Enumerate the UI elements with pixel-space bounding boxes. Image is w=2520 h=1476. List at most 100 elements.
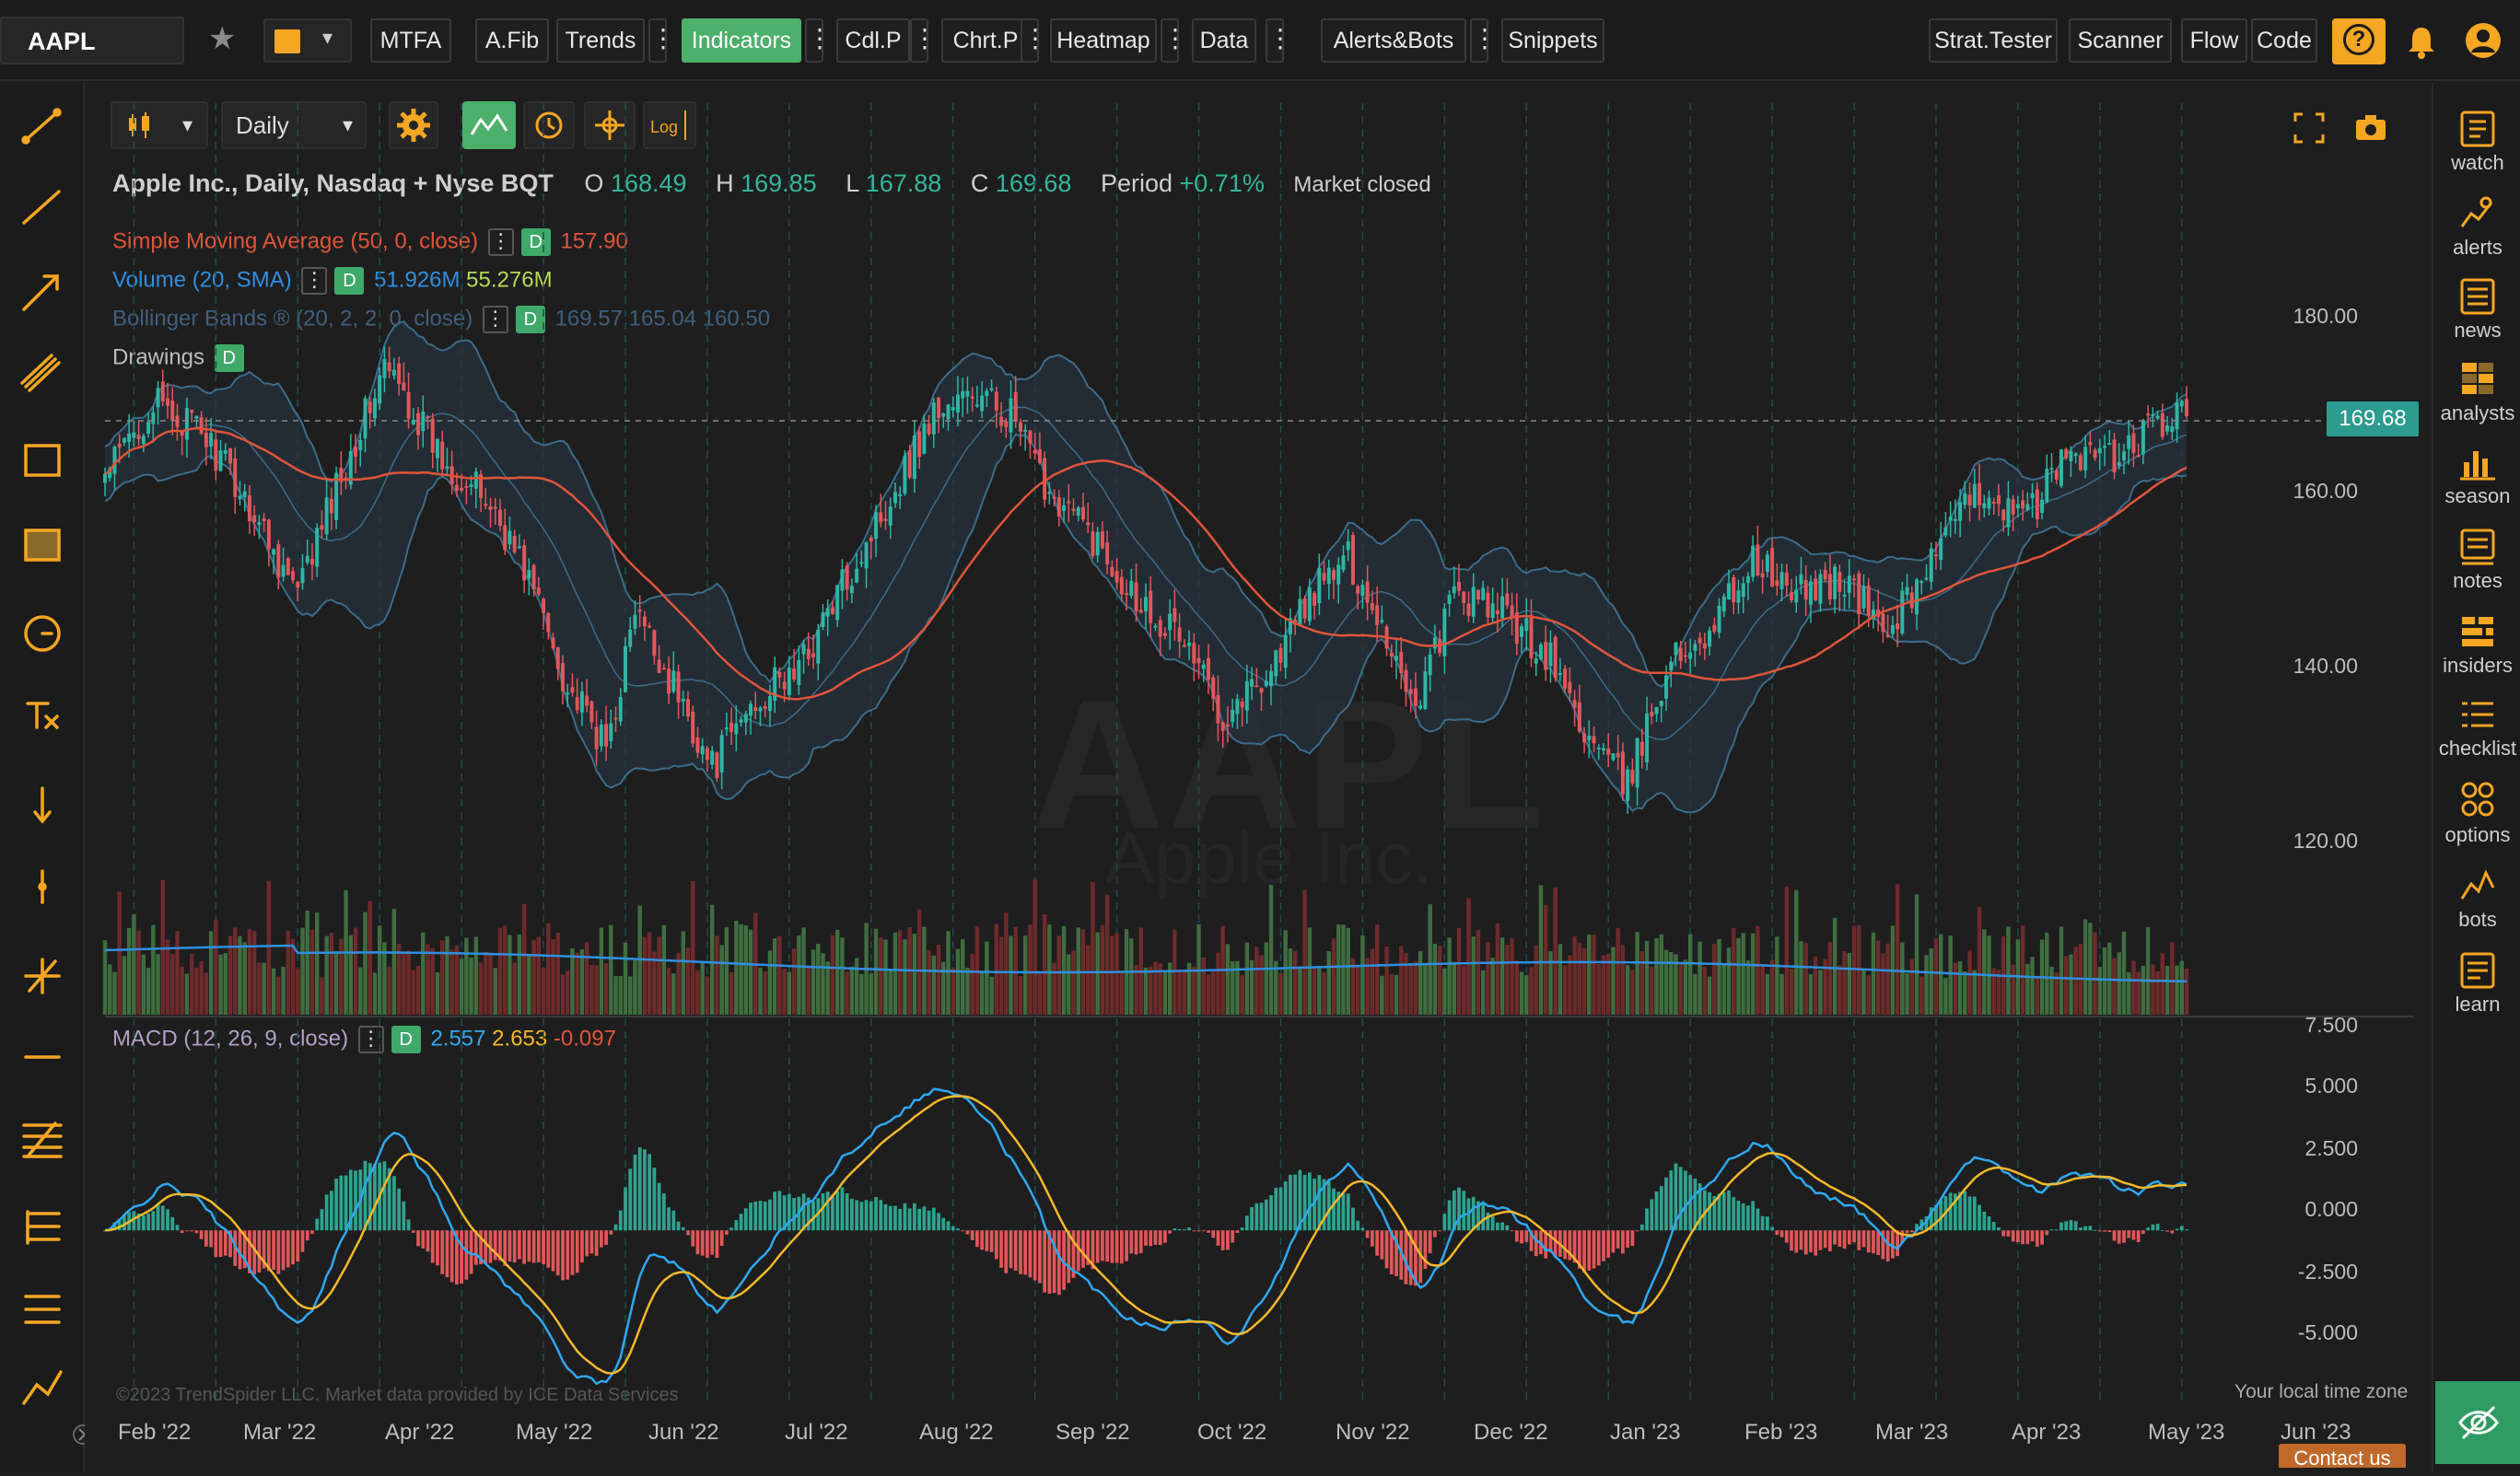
time-button[interactable] <box>523 101 575 149</box>
text-clear-icon[interactable] <box>26 702 59 729</box>
candle-body <box>1794 589 1799 603</box>
volume-badge[interactable]: D <box>334 267 365 295</box>
crosshair-icon[interactable] <box>24 958 61 994</box>
sma-menu-button[interactable]: ⋮ <box>487 228 514 256</box>
crosshair-button[interactable] <box>584 101 636 149</box>
drawings-badge[interactable]: D <box>214 344 244 372</box>
bots-widget[interactable]: bots <box>2433 867 2520 932</box>
bollinger-menu-button[interactable]: ⋮ <box>482 306 508 333</box>
visibility-toggle[interactable] <box>2435 1381 2520 1464</box>
candle-body <box>1466 603 1471 616</box>
color-picker[interactable]: ▾ <box>263 18 352 63</box>
season-widget[interactable]: season <box>2433 444 2520 508</box>
chart-area[interactable]: ▾ Daily ▾ Log Apple Inc., Daily, Nasdaq … <box>92 88 2426 1468</box>
options-widget[interactable]: options <box>2433 779 2520 847</box>
camera-icon[interactable] <box>2354 112 2387 148</box>
vertical-line-icon[interactable] <box>38 869 47 904</box>
mtfa-button[interactable]: MTFA <box>370 18 451 63</box>
trends-more-button[interactable]: ⋮ <box>648 18 676 63</box>
channel-icon[interactable] <box>20 354 61 392</box>
user-avatar-icon[interactable] <box>2465 22 2502 64</box>
time-axis-label: Feb '23 <box>1744 1420 1818 1445</box>
news-widget[interactable]: news <box>2433 278 2520 343</box>
data-more-button[interactable]: ⋮ <box>1266 18 1293 63</box>
alerts-bots-more-button[interactable]: ⋮ <box>1470 18 1498 63</box>
line-icon[interactable] <box>22 190 61 225</box>
chrtp-button[interactable]: Chrt.P <box>941 18 1030 63</box>
favorite-star-icon[interactable]: ★ <box>208 21 237 56</box>
zigzag-icon[interactable] <box>22 1370 63 1405</box>
bollinger-legend[interactable]: Bollinger Bands ® (20, 2, 2, 0, close) ⋮… <box>112 306 770 333</box>
trendline-icon[interactable] <box>21 108 62 145</box>
volume-bar <box>1967 950 1972 1015</box>
interval-dropdown[interactable]: Daily ▾ <box>221 101 367 149</box>
sma-legend[interactable]: Simple Moving Average (50, 0, close) ⋮ D … <box>112 228 628 256</box>
macd-histogram-bar <box>1958 1191 1963 1231</box>
checklist-widget[interactable]: checklist <box>2433 696 2520 761</box>
volume-bar <box>892 932 898 1015</box>
analysts-widget[interactable]: analysts <box>2433 361 2520 425</box>
filled-rect-icon[interactable] <box>24 529 61 562</box>
code-button[interactable]: Code <box>2251 18 2317 63</box>
collapse-arrow-icon[interactable] <box>73 1424 93 1445</box>
scanner-button[interactable]: Scanner <box>2069 18 2172 63</box>
chart-type-dropdown[interactable]: ▾ <box>111 101 208 149</box>
macd-histogram-bar <box>209 1230 213 1248</box>
rectangle-icon[interactable] <box>24 444 61 477</box>
volume-bar <box>2020 925 2025 1015</box>
candle-body <box>1890 624 1895 634</box>
arrow-line-icon[interactable] <box>22 274 59 311</box>
macd-histogram-bar <box>103 1230 107 1232</box>
candle-body <box>1639 741 1644 756</box>
ai-lines-toggle[interactable] <box>462 101 516 149</box>
learn-widget[interactable]: learn <box>2433 952 2520 1017</box>
symbol-input[interactable]: AAPL <box>0 17 184 64</box>
data-button[interactable]: Data <box>1192 18 1256 63</box>
contact-us-button[interactable]: Contact us <box>2279 1444 2406 1468</box>
candle-body <box>281 564 286 577</box>
insiders-widget[interactable]: insiders <box>2433 613 2520 678</box>
macd-histogram-bar <box>1047 1230 1052 1294</box>
indicators-button[interactable]: Indicators <box>682 18 801 63</box>
pitchfork-icon[interactable] <box>26 1210 61 1245</box>
macd-menu-button[interactable]: ⋮ <box>357 1026 384 1053</box>
volume-menu-button[interactable]: ⋮ <box>301 267 328 295</box>
watch-widget[interactable]: watch <box>2433 110 2520 175</box>
arrow-down-icon[interactable] <box>33 786 52 824</box>
heatmap-button[interactable]: Heatmap <box>1050 18 1157 63</box>
alerts-bots-button[interactable]: Alerts&Bots <box>1321 18 1466 63</box>
candle-body <box>1510 605 1514 619</box>
help-button[interactable]: ? <box>2332 18 2386 64</box>
fib-icon[interactable] <box>22 1122 63 1158</box>
chrtp-more-button[interactable]: ⋮ <box>1021 18 1048 63</box>
notes-widget[interactable]: notes <box>2433 529 2520 593</box>
volume-bar <box>1476 930 1481 1015</box>
snippets-button[interactable]: Snippets <box>1501 18 1604 63</box>
macd-histogram-bar <box>1201 1230 1206 1232</box>
log-scale-button[interactable]: Log <box>643 101 696 149</box>
circle-icon[interactable] <box>24 615 61 652</box>
candle-body <box>864 542 869 569</box>
bell-icon[interactable] <box>2406 24 2437 64</box>
cdlp-button[interactable]: Cdl.P <box>836 18 910 63</box>
afib-button[interactable]: A.Fib <box>475 18 549 63</box>
trends-button[interactable]: Trends <box>556 18 645 63</box>
cdlp-more-button[interactable]: ⋮ <box>910 18 938 63</box>
bollinger-badge[interactable]: D <box>515 306 545 333</box>
macd-badge[interactable]: D <box>391 1026 421 1053</box>
strat-tester-button[interactable]: Strat.Tester <box>1929 18 2058 63</box>
heatmap-more-button[interactable]: ⋮ <box>1161 18 1188 63</box>
volume-legend[interactable]: Volume (20, SMA) ⋮ D 51.926M 55.276M <box>112 267 553 295</box>
indicators-more-button[interactable]: ⋮ <box>805 18 833 63</box>
parallel-lines-icon[interactable] <box>24 1295 61 1324</box>
drawings-legend[interactable]: Drawings D <box>112 344 248 372</box>
fullscreen-icon[interactable] <box>2293 112 2325 148</box>
price-chart-svg[interactable] <box>92 88 2426 1465</box>
candle-body <box>1915 579 1919 615</box>
sma-badge[interactable]: D <box>520 228 551 256</box>
settings-button[interactable] <box>389 101 438 149</box>
flow-button[interactable]: Flow <box>2181 18 2247 63</box>
macd-legend[interactable]: MACD (12, 26, 9, close) ⋮ D 2.557 2.653 -… <box>112 1026 616 1053</box>
alerts-widget[interactable]: alerts <box>2433 195 2520 260</box>
macd-histogram-bar <box>354 1170 357 1231</box>
